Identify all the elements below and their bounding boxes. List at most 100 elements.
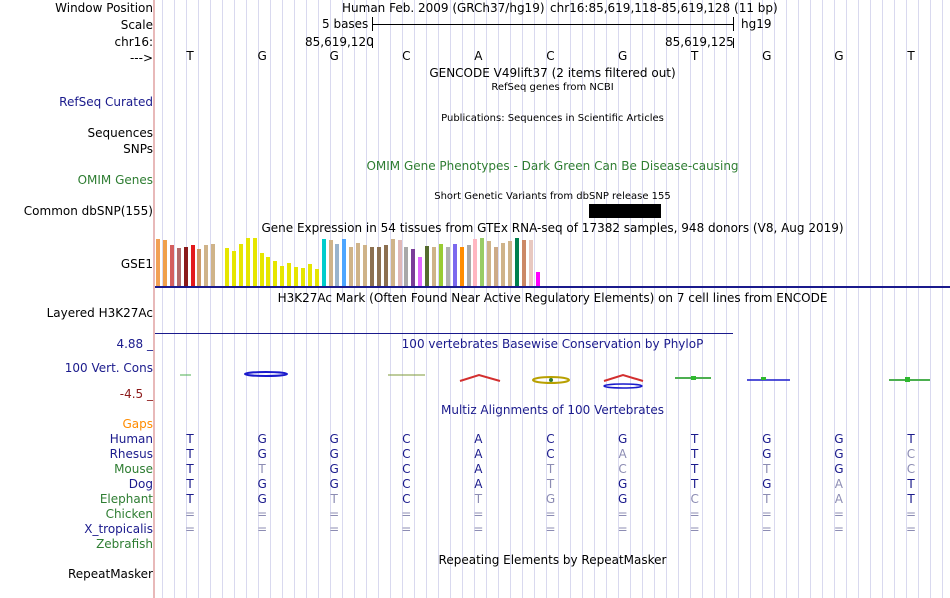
grid-line	[282, 0, 283, 598]
species-label-human[interactable]: Human	[109, 432, 153, 446]
species-label-elephant[interactable]: Elephant	[99, 492, 153, 506]
sequences-track-label[interactable]: Sequences	[87, 126, 153, 140]
gtex-tissue-bar[interactable]	[335, 244, 340, 286]
gtex-tissue-bar[interactable]	[501, 243, 505, 286]
gtex-tissue-bar[interactable]	[314, 269, 319, 286]
gtex-tissue-bar[interactable]	[225, 248, 229, 286]
gtex-tissue-bar[interactable]	[432, 247, 436, 286]
gtex-tissue-bar[interactable]	[266, 257, 271, 286]
gtex-tissue-bar[interactable]	[204, 245, 209, 286]
gtex-tissue-bar[interactable]	[169, 245, 174, 286]
species-label-dog[interactable]: Dog	[128, 477, 153, 491]
species-label-zebrafish[interactable]: Zebrafish	[96, 537, 153, 551]
gaps-track-label[interactable]: Gaps	[122, 417, 153, 431]
cons-track-label[interactable]: 100 Vert. Cons	[64, 361, 153, 375]
gtex-tissue-bar[interactable]	[197, 249, 202, 286]
gtex-tissue-bar[interactable]	[528, 240, 533, 286]
base-2: G	[257, 49, 267, 63]
dbsnp-track-title[interactable]: Short Genetic Variants from dbSNP releas…	[434, 191, 671, 202]
gtex-tissue-bar[interactable]	[404, 247, 409, 286]
multiz-track-title[interactable]: Multiz Alignments of 100 Vertebrates	[440, 403, 665, 417]
gtex-tissue-bar[interactable]	[459, 247, 464, 286]
gtex-tissue-bar[interactable]	[397, 240, 402, 286]
species-label-mouse[interactable]: Mouse	[114, 462, 153, 476]
grid-line	[570, 0, 571, 598]
gtex-tissue-bar[interactable]	[418, 257, 423, 286]
grid-line	[174, 0, 175, 598]
gtex-tissue-bar[interactable]	[356, 243, 361, 286]
gtex-tissue-bar[interactable]	[369, 247, 374, 286]
gtex-tissue-bar[interactable]	[514, 238, 519, 286]
gtex-tissue-bar[interactable]	[287, 263, 292, 286]
phylop-track-title[interactable]: 100 vertebrates Basewise Conservation by…	[401, 337, 704, 351]
species-label-x_tropicalis[interactable]: X_tropicalis	[84, 522, 153, 536]
gtex-tissue-bar[interactable]	[252, 238, 257, 286]
gtex-track-label[interactable]: GSE1	[120, 257, 153, 271]
omim-track-title[interactable]: OMIM Gene Phenotypes - Dark Green Can Be…	[366, 159, 739, 173]
gtex-tissue-bar[interactable]	[183, 247, 188, 286]
gtex-tissue-bar[interactable]	[349, 247, 354, 286]
gencode-track-title[interactable]: GENCODE V49lift37 (2 items filtered out)	[429, 66, 676, 80]
gtex-tissue-bar[interactable]	[535, 272, 540, 286]
publications-track-title[interactable]: Publications: Sequences in Scientific Ar…	[441, 113, 664, 124]
gtex-tissue-bar[interactable]	[494, 247, 499, 286]
gtex-tissue-bar[interactable]	[466, 245, 471, 286]
dbsnp-track-label[interactable]: Common dbSNP(155)	[23, 204, 153, 218]
gtex-tissue-bar[interactable]	[376, 247, 381, 286]
gtex-tissue-bar[interactable]	[342, 239, 347, 286]
refseq-track-label[interactable]: RefSeq Curated	[59, 95, 153, 109]
gtex-tissue-bar[interactable]	[162, 240, 167, 286]
repeatmasker-track-title[interactable]: Repeating Elements by RepeatMasker	[438, 553, 667, 567]
gtex-tissue-bar[interactable]	[307, 264, 312, 286]
gtex-tissue-bar[interactable]	[294, 267, 298, 286]
base-8: T	[691, 49, 699, 63]
gtex-tissue-bar[interactable]	[156, 239, 160, 286]
gtex-tissue-bar[interactable]	[321, 239, 326, 286]
gtex-tissue-bar[interactable]	[480, 238, 485, 286]
gtex-tissue-bar[interactable]	[390, 239, 395, 286]
gtex-tissue-bar[interactable]	[259, 253, 264, 286]
gtex-tissue-bar[interactable]	[487, 241, 492, 286]
grid-line	[762, 0, 763, 598]
gtex-bar-chart[interactable]	[156, 238, 540, 286]
conservation-plot[interactable]	[155, 366, 950, 394]
aligned-base: A	[474, 462, 483, 476]
gtex-tissue-bar[interactable]	[211, 244, 216, 286]
gtex-tissue-bar[interactable]	[328, 240, 333, 286]
h3k27ac-track-label[interactable]: Layered H3K27Ac	[46, 306, 153, 320]
gtex-tissue-bar[interactable]	[176, 248, 181, 286]
dbsnp-variant-block[interactable]	[589, 204, 661, 218]
gtex-tissue-bar[interactable]	[521, 240, 526, 286]
gtex-tissue-bar[interactable]	[438, 244, 443, 286]
snps-track-label[interactable]: SNPs	[123, 142, 153, 156]
aligned-base: =	[689, 507, 700, 521]
gtex-tissue-bar[interactable]	[411, 249, 416, 286]
base-3: G	[329, 49, 339, 63]
grid-line	[810, 0, 811, 598]
aligned-base: =	[257, 507, 268, 521]
species-label-rhesus[interactable]: Rhesus	[109, 447, 153, 461]
grid-line	[306, 0, 307, 598]
gtex-tissue-bar[interactable]	[363, 245, 367, 286]
gtex-tissue-bar[interactable]	[445, 247, 450, 286]
gtex-tissue-bar[interactable]	[245, 238, 250, 286]
h3k27ac-track-title[interactable]: H3K27Ac Mark (Often Found Near Active Re…	[277, 291, 828, 305]
gtex-tissue-bar[interactable]	[473, 239, 478, 286]
gtex-tissue-bar[interactable]	[425, 246, 430, 286]
repeatmasker-track-label[interactable]: RepeatMasker	[67, 567, 153, 581]
gtex-tissue-bar[interactable]	[238, 244, 243, 286]
gtex-tissue-bar[interactable]	[273, 261, 278, 286]
gtex-tissue-bar[interactable]	[280, 266, 285, 286]
gtex-tissue-bar[interactable]	[231, 251, 236, 286]
omim-track-label[interactable]: OMIM Genes	[77, 173, 153, 187]
scale-bar-right-tick	[733, 17, 734, 31]
refseq-track-title[interactable]: RefSeq genes from NCBI	[491, 82, 614, 93]
gtex-tissue-bar[interactable]	[452, 244, 457, 286]
species-label-chicken[interactable]: Chicken	[105, 507, 153, 521]
gtex-tissue-bar[interactable]	[507, 241, 512, 286]
gtex-baseline	[155, 286, 950, 288]
gtex-track-title[interactable]: Gene Expression in 54 tissues from GTEx …	[261, 221, 844, 235]
gtex-tissue-bar[interactable]	[383, 245, 388, 286]
gtex-tissue-bar[interactable]	[190, 245, 195, 286]
gtex-tissue-bar[interactable]	[300, 268, 305, 286]
